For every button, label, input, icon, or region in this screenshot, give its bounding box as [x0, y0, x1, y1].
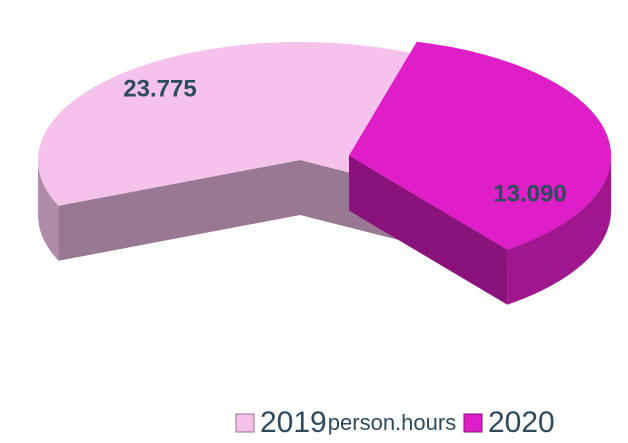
legend-swatch: [463, 413, 483, 433]
data-label: 23.775: [123, 75, 196, 102]
slice-wall: [58, 160, 301, 261]
legend-swatch: [235, 413, 255, 433]
legend-label: 2019: [260, 406, 327, 439]
slice-top: [349, 41, 612, 250]
unit-label: person.hours: [328, 410, 456, 435]
slice: [349, 41, 612, 305]
legend-label: 2020: [488, 406, 555, 439]
slice-side: [507, 155, 612, 305]
slice-side: [38, 160, 59, 261]
pie: [38, 41, 612, 305]
slice-wall: [349, 155, 508, 305]
data-label: 13.090: [493, 180, 566, 207]
